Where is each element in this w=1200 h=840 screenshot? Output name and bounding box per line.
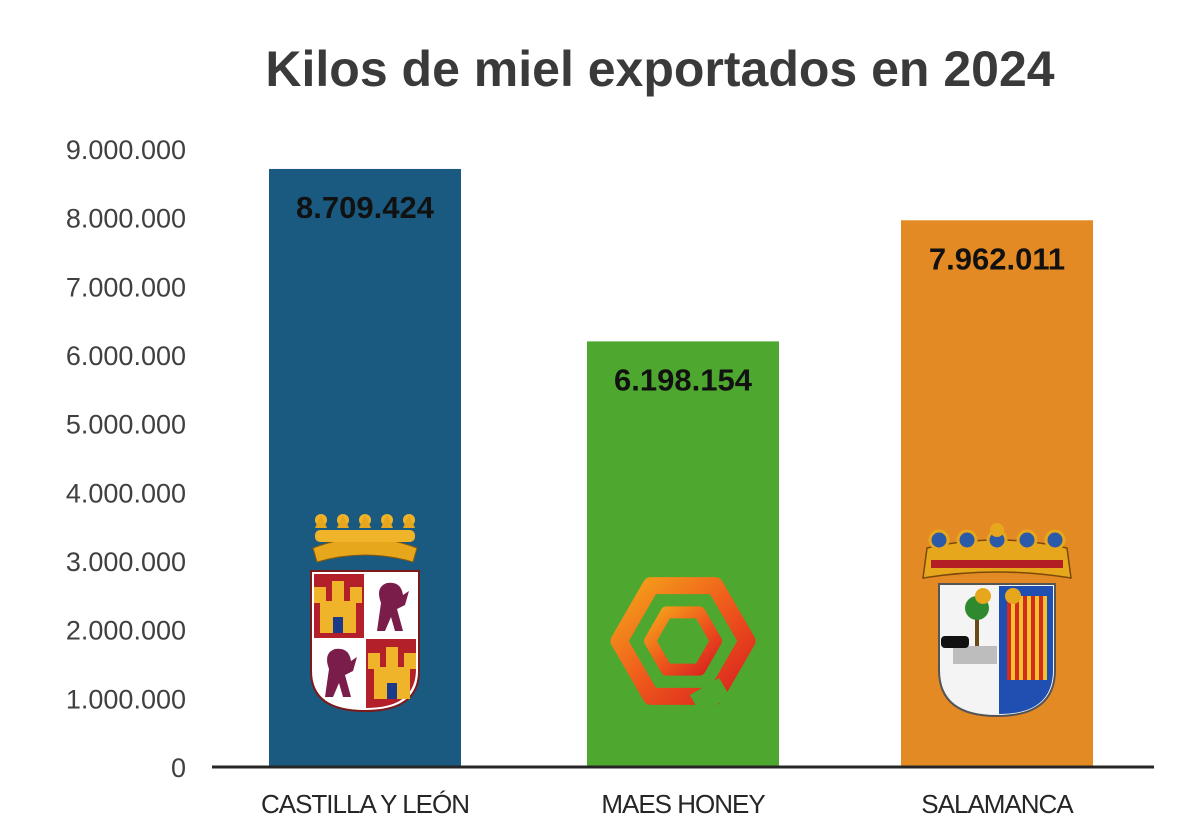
category-label: MAES HONEY (601, 789, 765, 819)
bar-value-label: 8.709.424 (296, 190, 435, 225)
y-tick-label: 2.000.000 (66, 616, 186, 646)
category-label: SALAMANCA (921, 789, 1074, 819)
salamanca-coat-of-arms-icon (922, 523, 1072, 718)
y-tick-label: 1.000.000 (66, 684, 186, 714)
bar-value-label: 7.962.011 (929, 241, 1065, 276)
category-label: CASTILLA Y LEÓN (261, 789, 469, 819)
bar-icons-group (310, 514, 1072, 718)
castilla-y-leon-coat-of-arms-icon (310, 514, 420, 713)
y-tick-label: 6.000.000 (66, 341, 186, 371)
y-tick-label: 4.000.000 (66, 478, 186, 508)
y-tick-label: 3.000.000 (66, 547, 186, 577)
y-tick-label: 8.000.000 (66, 204, 186, 234)
chart-title: Kilos de miel exportados en 2024 (265, 41, 1054, 97)
y-axis-ticks: 0 1.000.000 2.000.000 3.000.000 4.000.000 5.0… (66, 135, 186, 783)
y-tick-label: 5.000.000 (66, 410, 186, 440)
bar-value-label: 6.198.154 (614, 362, 753, 397)
y-tick-label: 9.000.000 (66, 135, 186, 165)
category-labels-group: CASTILLA Y LEÓN MAES HONEY SALAMANCA (261, 789, 1075, 819)
maes-honey-hexagon-logo-icon (610, 577, 756, 715)
y-tick-label: 7.000.000 (66, 272, 186, 302)
value-labels-group: 8.709.424 6.198.154 7.962.011 (296, 190, 1065, 397)
y-tick-label: 0 (171, 753, 186, 783)
